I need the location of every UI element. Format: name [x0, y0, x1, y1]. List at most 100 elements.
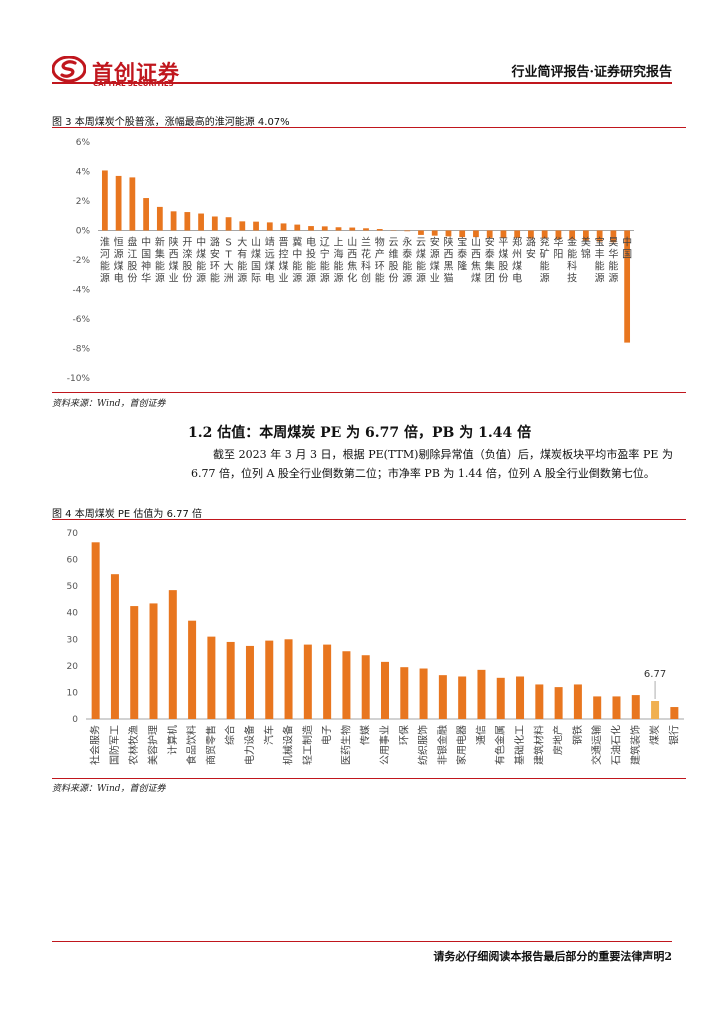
- category-label: 安源煤业: [430, 236, 440, 285]
- bar: [610, 230, 617, 243]
- category-label: 冀中能源: [292, 236, 302, 285]
- category-label: 郑州煤电: [512, 236, 522, 285]
- bar: [528, 230, 534, 239]
- bar: [596, 230, 603, 242]
- bar: [245, 645, 254, 719]
- category-label: 物产环能: [375, 236, 385, 285]
- category-label: 电子: [320, 725, 333, 745]
- category-label: 国防军工: [108, 725, 121, 765]
- bar: [342, 651, 351, 719]
- bar: [569, 230, 576, 240]
- category-label: 潞安: [526, 236, 536, 261]
- bar: [400, 667, 409, 719]
- category-label: 淮河能源: [100, 237, 110, 285]
- bar: [631, 695, 640, 719]
- section-paragraph: 截至 2023 年 3 月 3 日，根据 PE(TTM)剔除异常值（负值）后，煤…: [191, 448, 673, 480]
- category-label: 中煤能源: [196, 236, 206, 285]
- footer-divider: [52, 941, 672, 942]
- bar: [101, 170, 108, 231]
- bar: [323, 644, 332, 719]
- bar: [535, 684, 544, 719]
- bar: [149, 603, 158, 719]
- logo-text: 首创证券: [92, 61, 180, 85]
- bar: [91, 542, 100, 719]
- bar: [573, 684, 582, 719]
- figure4-bottom-rule: [52, 778, 686, 779]
- y-tick-label: 6%: [76, 138, 91, 148]
- category-label: 恒源煤电: [114, 236, 124, 285]
- bar: [419, 668, 428, 719]
- bar: [308, 226, 314, 231]
- category-label: 家用电器: [455, 725, 468, 765]
- bar: [363, 228, 369, 231]
- category-label: S T 大洲: [224, 238, 234, 285]
- y-tick-label: -2%: [72, 256, 90, 266]
- bar: [207, 636, 216, 719]
- bar: [477, 669, 486, 719]
- category-label: 潞安环能: [210, 236, 220, 285]
- category-label: 医药生物: [339, 725, 352, 765]
- category-label: 公用事业: [378, 725, 391, 765]
- highlight-value-label: 6.77: [644, 669, 666, 680]
- category-label: 机械设备: [282, 725, 295, 765]
- category-label: 建筑装饰: [629, 725, 642, 765]
- bar: [651, 701, 660, 719]
- category-label: 开滦股份: [182, 238, 192, 285]
- bar: [486, 230, 493, 238]
- bar: [198, 213, 204, 231]
- y-tick-label: -8%: [72, 345, 90, 355]
- footer-disclaimer: 请务必仔细阅读本报告最后部分的重要法律声明2: [433, 950, 672, 963]
- category-label: 昊华能源: [608, 237, 618, 285]
- category-label: 平煤股份: [498, 238, 508, 285]
- y-tick-label: 2%: [76, 197, 91, 207]
- pe-valuation-chart: 0 10 20 30 40 50 60 70 社会服务 国防军工 农林牧渔 美容护理 计算机 食品饮料 商贸…: [67, 529, 684, 765]
- y-tick-label: 0%: [76, 227, 91, 237]
- bar: [226, 641, 235, 719]
- category-label: 辽宁能源: [320, 237, 330, 285]
- bar: [294, 224, 301, 231]
- logo-subtitle: CAPITAL SECURITIES: [93, 80, 174, 88]
- bar: [612, 696, 621, 719]
- y-tick-label: 40: [67, 609, 79, 619]
- category-label: 安泰集团: [485, 236, 495, 285]
- figure4-source: 资料来源：Wind，首创证券: [52, 784, 166, 794]
- y-tick-label: 0: [72, 715, 78, 725]
- y-tick-label: -6%: [72, 315, 90, 325]
- y-tick-label: 4%: [76, 168, 91, 178]
- bar: [280, 223, 287, 231]
- category-label: 煤炭: [648, 725, 661, 745]
- bar: [335, 227, 342, 231]
- category-label: 宝丰能源: [595, 236, 605, 285]
- category-label: 上海能源: [334, 237, 344, 285]
- category-label: 非银金融: [436, 725, 449, 765]
- bar: [321, 226, 328, 231]
- category-label: 钢铁: [571, 725, 584, 745]
- y-tick-label: 10: [67, 688, 79, 698]
- bar: [143, 198, 149, 231]
- category-label: 美锦: [581, 236, 591, 261]
- figure3-top-rule: [52, 127, 686, 128]
- category-label: 靖远煤电: [265, 236, 275, 285]
- figure4-title: 图 4 本周煤炭 PE 估值为 6.77 倍: [52, 509, 203, 520]
- bar: [130, 606, 139, 719]
- category-label: 大有能源: [237, 236, 247, 285]
- category-label: 食品饮料: [185, 725, 198, 765]
- category-label: 宝泰隆: [457, 236, 467, 273]
- category-label: 山西焦煤: [471, 237, 481, 285]
- bar: [496, 677, 505, 719]
- bar: [670, 707, 679, 719]
- bar: [473, 230, 479, 238]
- category-label: 纺织服饰: [417, 725, 430, 765]
- bar: [445, 230, 452, 237]
- category-label: 中国神华: [141, 236, 151, 285]
- category-label: 传媒: [360, 725, 372, 745]
- bar: [376, 229, 383, 231]
- figure4-top-rule: [52, 519, 686, 520]
- figure3-title: 图 3 本周煤炭个股普涨，涨幅最高的淮河能源 4.07%: [52, 117, 290, 128]
- bar: [184, 212, 191, 231]
- bar: [188, 620, 197, 719]
- category-label: 陕西煤业: [169, 236, 179, 285]
- category-label: 新集能源: [155, 236, 165, 285]
- bar: [115, 175, 122, 231]
- bar: [284, 639, 293, 719]
